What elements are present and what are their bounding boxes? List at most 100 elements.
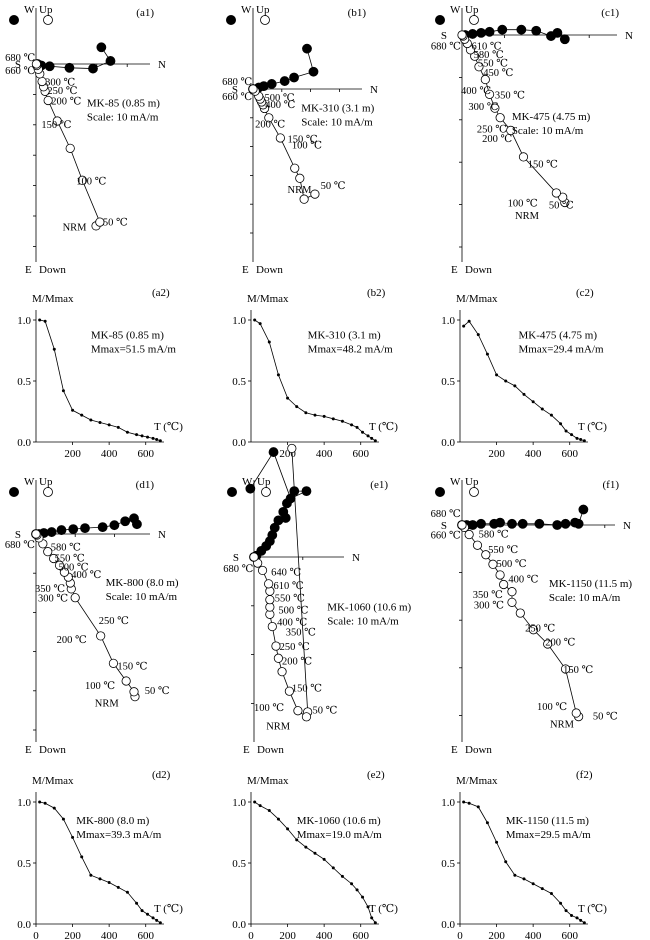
data-point [52, 347, 56, 351]
data-point [579, 918, 583, 922]
point-vertical [295, 173, 305, 183]
temperature-label: NRM [515, 211, 540, 222]
temperature-label: 150 ℃ [288, 135, 318, 146]
point-vertical [528, 625, 539, 635]
temperature-label: 200 ℃ [255, 120, 285, 131]
data-point [151, 436, 155, 440]
data-point [370, 916, 374, 920]
temperature-label: 150 ℃ [528, 159, 558, 170]
y-axis-label: M/Mmax [247, 775, 289, 787]
series-horizontal-line [250, 451, 307, 558]
point-vertical [277, 667, 287, 677]
data-point [540, 407, 544, 411]
axis-label-up: Up [39, 4, 53, 16]
sample-label: MK-85 (0.85 m) [91, 329, 164, 341]
panel-label: (d2) [152, 769, 171, 781]
data-point [322, 857, 326, 861]
point-vertical [488, 559, 498, 569]
point-vertical [49, 553, 59, 564]
x-tick-label: 600 [352, 930, 369, 940]
temperature-label: 500 ℃ [497, 559, 527, 570]
data-point [313, 413, 317, 417]
point-vertical [54, 560, 65, 570]
y-axis-label: M/Mmax [247, 293, 289, 305]
y-axis-label: M/Mmax [32, 293, 74, 305]
legend-open-circle [469, 487, 479, 497]
legend-filled-circle [227, 487, 237, 497]
data-point [61, 389, 65, 393]
x-tick-label: 400 [525, 930, 542, 940]
y-tick-label: 0.5 [17, 376, 31, 388]
data-point [559, 901, 563, 905]
x-axis-label: T (℃) [578, 903, 607, 915]
y-tick-label: 1.0 [17, 315, 31, 327]
data-point [135, 433, 139, 437]
x-axis-label: T (℃) [578, 421, 607, 433]
point-horizontal [64, 62, 75, 73]
axis-label-e: E [25, 264, 32, 276]
axis-label-n: N [158, 529, 166, 541]
temperature-label: 610 ℃ [472, 42, 502, 53]
data-point [267, 809, 271, 813]
data-point [549, 892, 553, 895]
axis-label-down: Down [465, 744, 492, 756]
data-point [89, 873, 93, 877]
data-point [476, 805, 480, 809]
mmax-label: Mmax=29.5 mA/m [506, 829, 591, 841]
temperature-label: 150 ℃ [41, 120, 71, 131]
point-vertical [464, 529, 474, 540]
temperature-label: 200 ℃ [545, 638, 575, 649]
panel-label: (f2) [576, 769, 593, 781]
panel-label: (c2) [576, 287, 594, 299]
x-tick-label: 200 [488, 448, 505, 460]
y-axis-label: M/Mmax [456, 775, 498, 787]
point-horizontal [560, 518, 571, 529]
point-vertical [108, 658, 119, 668]
temperature-label: 100 ℃ [508, 198, 538, 209]
point-vertical [70, 593, 80, 603]
axis-label-s: S [233, 552, 239, 564]
point-vertical [457, 30, 467, 40]
sample-label: MK-1150 (11.5 m) [506, 815, 590, 827]
temperature-label: 550 ℃ [55, 554, 85, 565]
point-horizontal [570, 517, 580, 528]
temperature-label: NRM [550, 720, 575, 731]
point-vertical [284, 686, 294, 696]
temperature-label: NRM [266, 721, 291, 732]
point-vertical [301, 712, 312, 722]
point-vertical [560, 664, 571, 674]
data-point [331, 417, 335, 421]
sample-label: MK-1060 (10.6 m) [327, 602, 411, 614]
legend-open-circle [261, 487, 271, 497]
data-point [61, 817, 65, 821]
point-vertical [77, 175, 87, 185]
data-point [158, 921, 162, 925]
point-horizontal [105, 56, 116, 66]
point-vertical [507, 597, 517, 607]
point-horizontal [531, 25, 542, 36]
point-vertical [95, 217, 105, 227]
point-horizontal [97, 522, 108, 533]
point-horizontal [96, 42, 107, 53]
data-point [355, 888, 359, 892]
axis-label-s: S [232, 84, 238, 96]
temperature-label: 400 ℃ [71, 570, 101, 581]
panel-label: (b1) [348, 7, 367, 19]
point-vertical [249, 552, 259, 562]
axis-label-e: E [451, 264, 458, 276]
legend-filled-circle [435, 15, 445, 25]
x-tick-label: 600 [352, 448, 369, 460]
y-tick-label: 0.0 [441, 437, 455, 449]
point-vertical [271, 641, 281, 651]
point-horizontal [578, 504, 589, 515]
scale-label: Scale: 10 mA/m [512, 125, 584, 137]
point-vertical [484, 89, 495, 99]
data-point [495, 840, 499, 844]
x-tick-label: 0 [457, 930, 463, 940]
data-point [570, 913, 574, 917]
temperature-label: 300 ℃ [45, 77, 75, 88]
legend-filled-circle [9, 487, 19, 497]
axis-label-up: Up [465, 476, 479, 488]
axis-label-down: Down [465, 264, 492, 276]
